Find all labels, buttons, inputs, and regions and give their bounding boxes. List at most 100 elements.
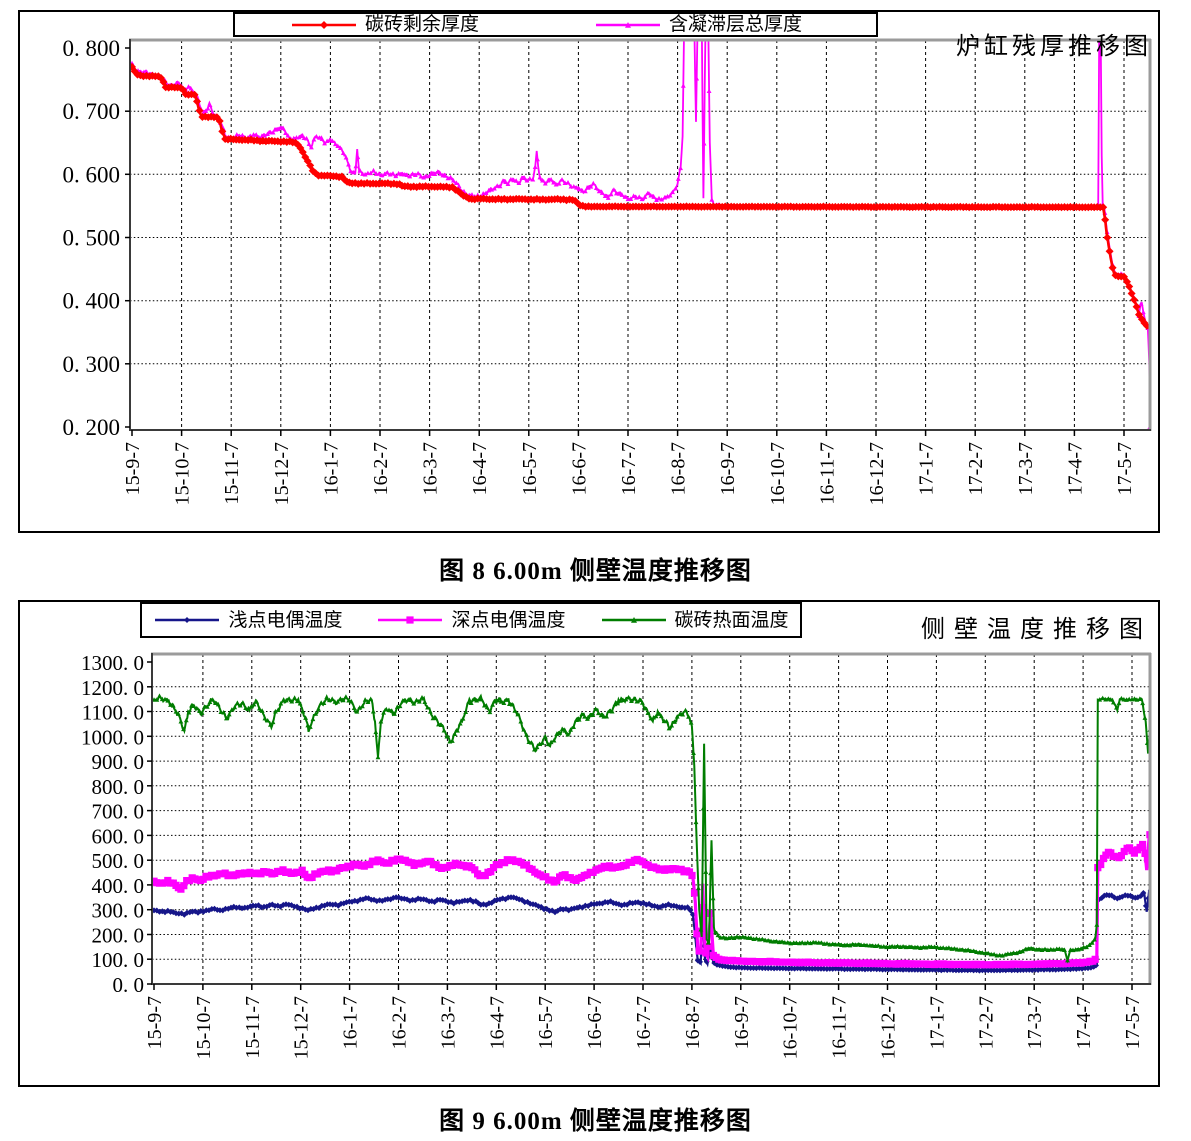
svg-text:1200. 0: 1200. 0 xyxy=(81,676,144,700)
hearth-residual-thickness-figure: 0. 800 0. 700 0. 600 0. 500 0. 400 0. 300 0. 2… xyxy=(18,10,1160,533)
svg-text:16-9-7: 16-9-7 xyxy=(717,442,739,495)
x-tick-labels: 15-9-7 15-10-7 15-11-7 15-12-7 16-1-7 16-2-7 1… xyxy=(144,996,1144,1059)
svg-text:16-4-7: 16-4-7 xyxy=(486,996,508,1049)
svg-text:17-4-7: 17-4-7 xyxy=(1064,442,1086,495)
series-line-1 xyxy=(153,829,1150,967)
axis-ticks xyxy=(147,661,1133,990)
y-tick-labels: 0. 800 0. 700 0. 600 0. 500 0. 400 0. 300 0. 2… xyxy=(63,36,121,440)
plot-frame xyxy=(129,38,1152,431)
svg-text:16-11-7: 16-11-7 xyxy=(829,996,851,1059)
series-markers-2 xyxy=(152,693,1150,963)
series-markers-1 xyxy=(152,828,1150,969)
series-markers-1 xyxy=(130,60,1150,430)
legend-swatch-line-marker xyxy=(601,617,666,623)
svg-text:500. 0: 500. 0 xyxy=(92,849,145,873)
svg-text:17-2-7: 17-2-7 xyxy=(975,996,997,1049)
svg-text:16-10-7: 16-10-7 xyxy=(767,442,789,505)
legend-item: 含凝滞层总厚度 xyxy=(594,15,802,34)
hearth-thickness-plot: 0. 800 0. 700 0. 600 0. 500 0. 400 0. 300 0. 2… xyxy=(63,36,1152,505)
svg-text:16-7-7: 16-7-7 xyxy=(618,442,640,495)
legend-swatch-line-marker xyxy=(596,21,661,28)
series-layer xyxy=(152,693,1150,974)
legend-label: 碳砖剩余厚度 xyxy=(365,14,480,35)
gridlines xyxy=(130,40,1150,430)
x-tick-labels: 15-9-7 15-10-7 15-11-7 15-12-7 16-1-7 16-2-7 1… xyxy=(122,442,1136,505)
svg-text:0. 600: 0. 600 xyxy=(63,162,121,187)
svg-text:1000. 0: 1000. 0 xyxy=(81,725,144,749)
series-line-2 xyxy=(153,693,1150,964)
svg-text:15-11-7: 15-11-7 xyxy=(242,996,264,1059)
svg-text:16-5-7: 16-5-7 xyxy=(535,996,557,1049)
svg-text:16-12-7: 16-12-7 xyxy=(866,442,888,505)
svg-text:400. 0: 400. 0 xyxy=(92,874,145,898)
series-line-0 xyxy=(153,889,1150,972)
gridlines xyxy=(152,654,1150,984)
svg-text:15-9-7: 15-9-7 xyxy=(144,996,166,1049)
svg-text:15-10-7: 15-10-7 xyxy=(193,996,215,1059)
svg-text:700. 0: 700. 0 xyxy=(92,800,145,824)
svg-text:0. 200: 0. 200 xyxy=(63,415,121,440)
figure-8-caption: 图 8 6.00m 侧壁温度推移图 xyxy=(439,558,752,585)
svg-text:900. 0: 900. 0 xyxy=(92,750,145,774)
axis-ticks xyxy=(125,47,1125,436)
svg-text:15-10-7: 15-10-7 xyxy=(172,442,194,505)
svg-text:16-1-7: 16-1-7 xyxy=(320,442,342,495)
svg-text:15-12-7: 15-12-7 xyxy=(291,996,313,1059)
svg-text:16-3-7: 16-3-7 xyxy=(437,996,459,1049)
svg-text:16-10-7: 16-10-7 xyxy=(780,996,802,1059)
svg-text:0. 500: 0. 500 xyxy=(63,226,121,251)
legend-item: 碳砖剩余厚度 xyxy=(290,15,479,34)
legend-box: 碳砖剩余厚度 含凝滞层总厚度 xyxy=(233,12,878,37)
svg-text:0. 300: 0. 300 xyxy=(63,352,121,377)
svg-text:16-5-7: 16-5-7 xyxy=(519,442,541,495)
svg-text:16-7-7: 16-7-7 xyxy=(633,996,655,1049)
legend-swatch-line-marker xyxy=(292,20,356,29)
legend-box: 浅点电偶温度 深点电偶温度 碳砖热面温度 xyxy=(140,602,802,638)
svg-text:16-6-7: 16-6-7 xyxy=(568,442,590,495)
svg-text:16-1-7: 16-1-7 xyxy=(340,996,362,1049)
svg-text:0. 700: 0. 700 xyxy=(63,99,121,124)
svg-text:15-12-7: 15-12-7 xyxy=(271,442,293,505)
legend-item: 碳砖热面温度 xyxy=(600,611,789,630)
series-line-1 xyxy=(131,40,1150,428)
legend-label: 含凝滞层总厚度 xyxy=(669,14,803,35)
svg-text:16-12-7: 16-12-7 xyxy=(878,996,900,1059)
svg-text:0. 400: 0. 400 xyxy=(63,289,121,314)
svg-text:16-9-7: 16-9-7 xyxy=(731,996,753,1049)
svg-text:800. 0: 800. 0 xyxy=(92,775,145,799)
svg-text:1300. 0: 1300. 0 xyxy=(81,651,144,675)
plot-frame xyxy=(151,652,1152,985)
svg-text:16-2-7: 16-2-7 xyxy=(389,996,411,1049)
svg-text:15-9-7: 15-9-7 xyxy=(122,442,144,495)
svg-text:1100. 0: 1100. 0 xyxy=(82,701,144,725)
legend-item: 浅点电偶温度 xyxy=(153,611,342,630)
svg-text:16-2-7: 16-2-7 xyxy=(370,442,392,495)
svg-text:16-8-7: 16-8-7 xyxy=(668,442,690,495)
legend-swatch-line-marker xyxy=(378,616,443,624)
legend-label: 碳砖热面温度 xyxy=(674,609,789,631)
svg-text:17-1-7: 17-1-7 xyxy=(916,442,938,495)
svg-text:300. 0: 300. 0 xyxy=(92,899,145,923)
svg-text:16-8-7: 16-8-7 xyxy=(682,996,704,1049)
legend-item: 深点电偶温度 xyxy=(376,609,566,631)
svg-text:0. 800: 0. 800 xyxy=(63,36,121,61)
svg-text:0. 0: 0. 0 xyxy=(113,973,145,997)
svg-text:100. 0: 100. 0 xyxy=(92,948,145,972)
svg-text:16-11-7: 16-11-7 xyxy=(816,442,838,505)
svg-text:17-4-7: 17-4-7 xyxy=(1073,996,1095,1049)
svg-text:17-5-7: 17-5-7 xyxy=(1122,996,1144,1049)
legend-label: 深点电偶温度 xyxy=(451,609,566,631)
series-layer xyxy=(130,40,1150,430)
chart-title: 侧壁温度推移图 xyxy=(921,617,1152,643)
svg-text:16-4-7: 16-4-7 xyxy=(469,442,491,495)
svg-text:17-1-7: 17-1-7 xyxy=(926,996,948,1049)
legend-swatch-line-marker xyxy=(155,617,220,623)
legend-label: 浅点电偶温度 xyxy=(228,609,343,631)
figure-9-caption: 图 9 6.00m 侧壁温度推移图 xyxy=(439,1108,752,1135)
series-markers-0 xyxy=(152,888,1150,974)
svg-text:16-3-7: 16-3-7 xyxy=(420,442,442,495)
svg-text:200. 0: 200. 0 xyxy=(92,924,145,948)
